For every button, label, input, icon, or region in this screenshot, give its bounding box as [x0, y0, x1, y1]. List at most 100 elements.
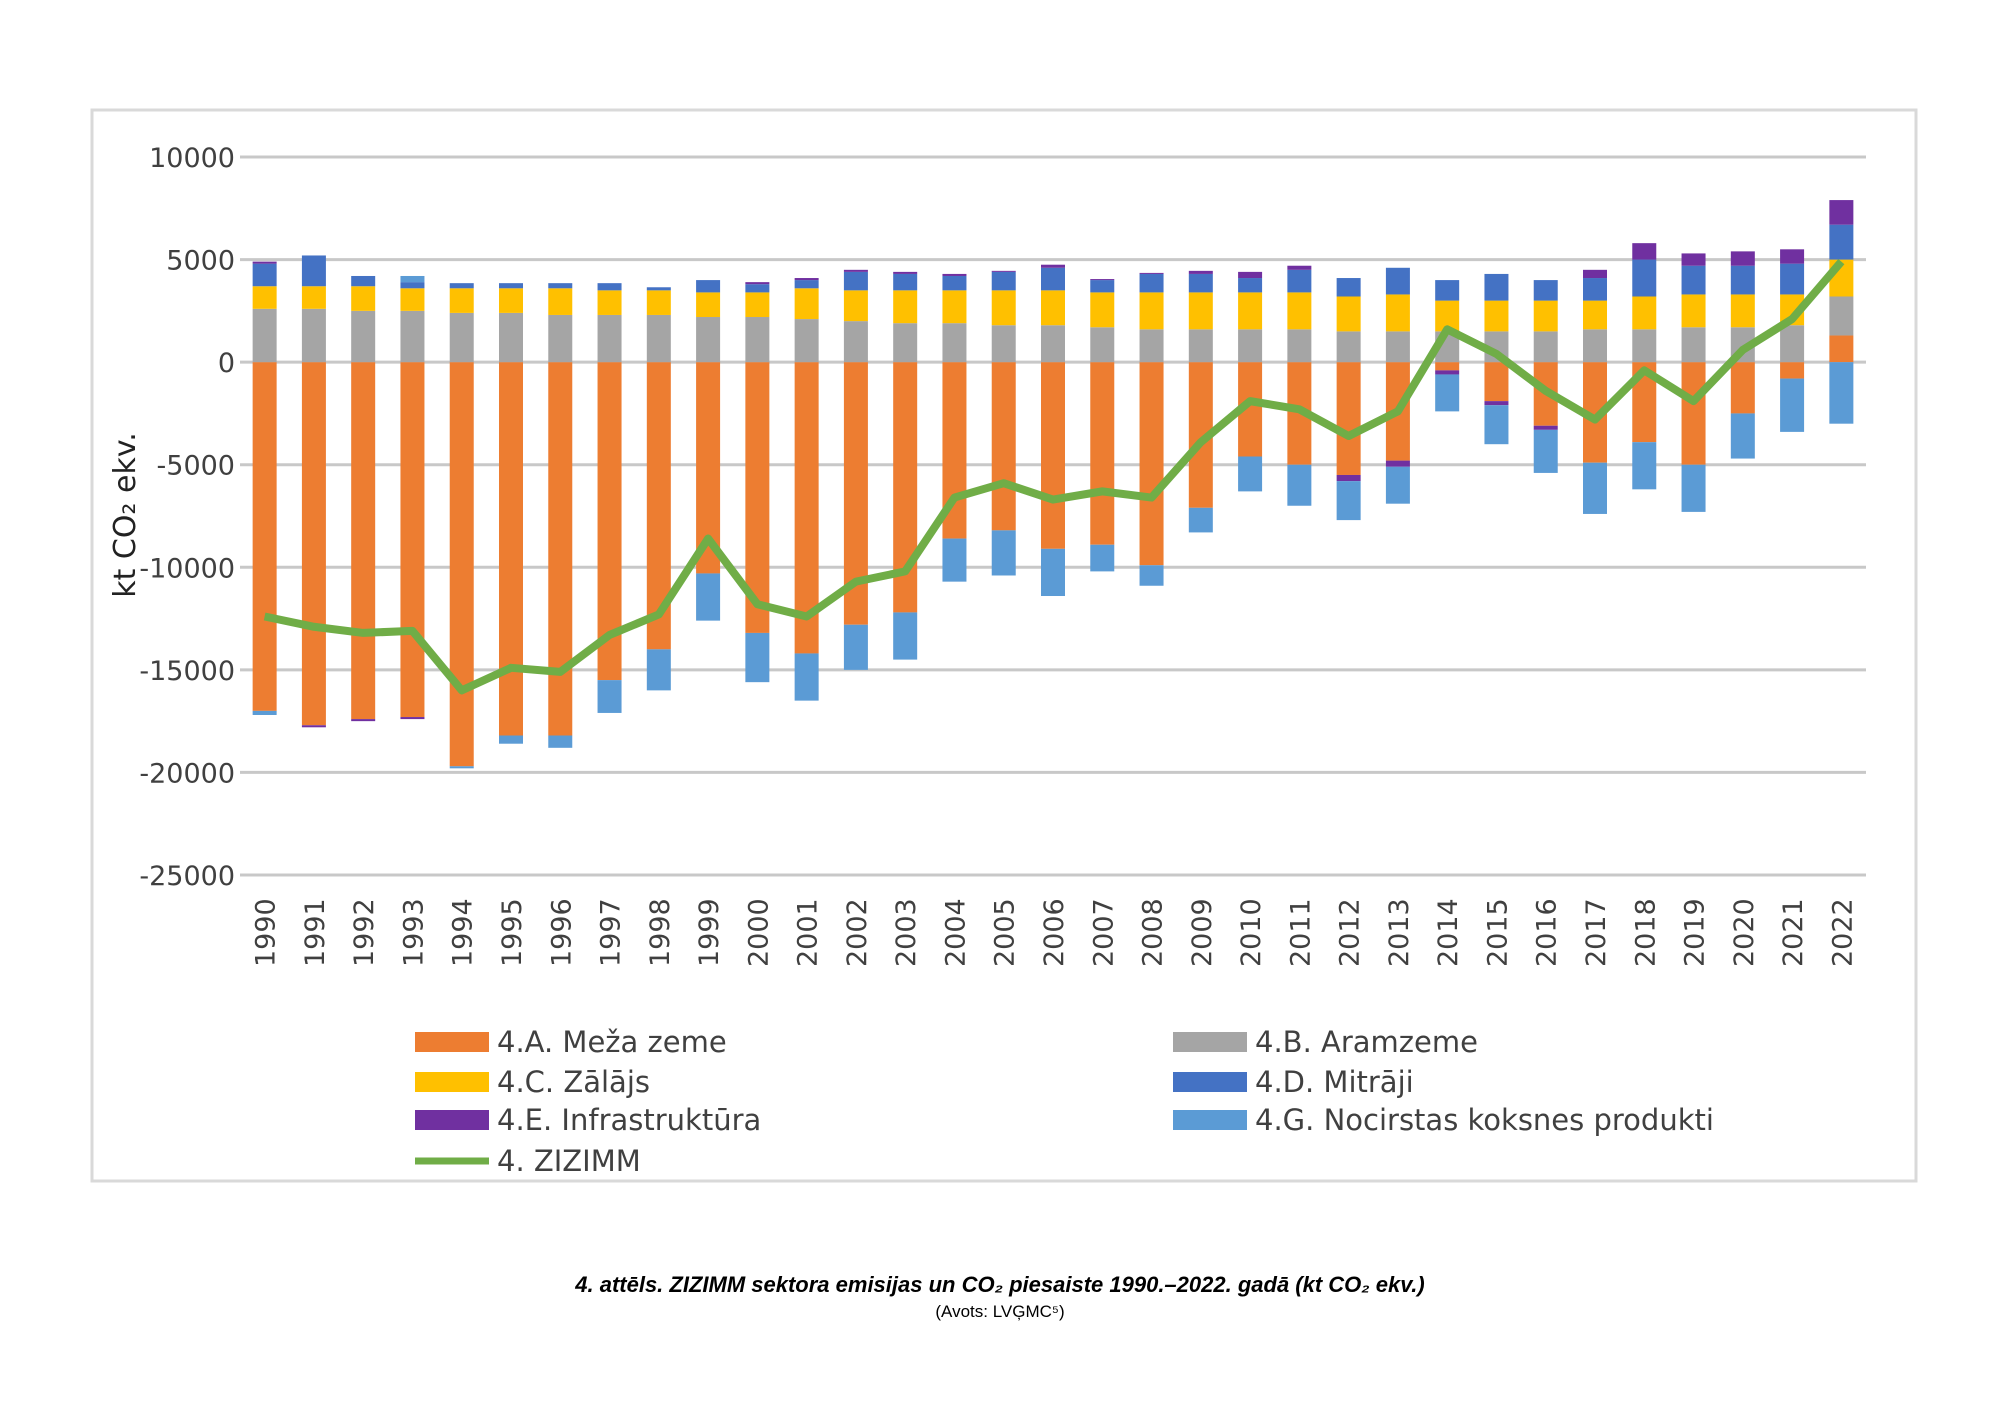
bar-segment: [1090, 279, 1115, 281]
bar-segment: [893, 612, 918, 660]
bar-segment: [597, 283, 622, 291]
bar-segment: [1336, 474, 1361, 482]
x-tick-label: 1991: [300, 898, 331, 967]
bar-segment: [1484, 401, 1509, 406]
bar-segment: [1336, 481, 1361, 521]
bar-segment: [1188, 273, 1213, 293]
bar-segment: [1385, 331, 1410, 363]
bar-segment: [1090, 362, 1115, 545]
legend-swatch: [415, 1072, 489, 1092]
bar-segment: [745, 292, 770, 318]
bar-segment: [1730, 265, 1755, 295]
bar-segment: [1238, 329, 1263, 363]
bar-segment: [1287, 329, 1312, 363]
bar-segment: [696, 280, 721, 293]
bar-segment: [1385, 460, 1410, 467]
legend-swatch: [1173, 1072, 1247, 1092]
figure-caption: 4. attēls. ZIZIMM sektora emisijas un CO…: [575, 1272, 1425, 1297]
bar-segment: [1780, 263, 1805, 295]
bar-segment: [745, 317, 770, 363]
bar-segment: [1188, 507, 1213, 533]
bar-segment: [499, 312, 523, 363]
legend-swatch: [415, 1110, 489, 1130]
bar-segment: [1632, 442, 1657, 490]
bar-segment: [1139, 292, 1164, 330]
bar-segment: [1730, 413, 1755, 459]
bar-segment: [400, 362, 425, 718]
bar-segment: [646, 314, 671, 363]
bar-segment: [1435, 280, 1460, 301]
y-tick-label: 10000: [149, 143, 235, 174]
x-tick-label: 2013: [1384, 898, 1415, 967]
bar-segment: [1287, 265, 1312, 270]
bar-segment: [351, 275, 376, 287]
bar-segment: [449, 766, 474, 769]
bar-segment: [1336, 331, 1361, 363]
bar-segment: [1681, 464, 1706, 512]
x-tick-label: 1998: [645, 898, 676, 967]
bar-segment: [794, 653, 819, 701]
x-tick-label: 1996: [546, 898, 577, 967]
x-tick-label: 2002: [842, 898, 873, 967]
x-tick-label: 2008: [1138, 898, 1169, 967]
bar-segment: [1090, 280, 1115, 293]
bar-segment: [991, 270, 1016, 272]
bar-segment: [1533, 429, 1558, 473]
x-tick-label: 2001: [793, 898, 824, 967]
bar-segment: [1287, 269, 1312, 293]
bar-segment: [499, 735, 523, 744]
legend-swatch: [415, 1032, 489, 1052]
bar-segment: [1583, 462, 1607, 514]
bar-segment: [1238, 278, 1263, 293]
bar-segment: [548, 288, 573, 315]
bar-segment: [1385, 466, 1410, 504]
bar-segment: [1041, 362, 1065, 549]
bar-segment: [1041, 267, 1065, 291]
bar-segment: [1632, 243, 1657, 260]
x-tick-label: 1990: [251, 898, 282, 967]
bar-segment: [1681, 327, 1706, 363]
bar-segment: [1829, 362, 1854, 424]
bar-segment: [794, 280, 819, 289]
legend-label: 4.C. Zālājs: [497, 1065, 650, 1099]
bar-segment: [1829, 200, 1854, 225]
bar-segment: [400, 282, 425, 289]
bar-segment: [893, 290, 918, 324]
bar-segment: [449, 362, 474, 767]
bar-segment: [1385, 267, 1410, 295]
bar-segment: [1238, 456, 1263, 492]
legend-label: 4.G. Nocirstas koksnes produkti: [1255, 1103, 1714, 1137]
bar-segment: [1730, 251, 1755, 266]
bar-segment: [400, 288, 425, 311]
bar-segment: [1336, 296, 1361, 332]
bar-segment: [794, 362, 819, 654]
x-tick-label: 2017: [1581, 898, 1612, 967]
bar-segment: [991, 325, 1016, 363]
bar-segment: [1583, 300, 1607, 330]
x-tick-label: 1993: [398, 898, 429, 967]
y-tick-label: -15000: [139, 656, 235, 687]
bar-segment: [1533, 280, 1558, 301]
y-axis-label: kt CO₂ ekv.: [108, 432, 143, 598]
bar-segment: [1484, 362, 1509, 402]
bar-segment: [1632, 329, 1657, 363]
bar-segment: [499, 283, 523, 289]
bar-segment: [252, 286, 277, 309]
bar-segment: [301, 725, 326, 728]
bar-segment: [1829, 335, 1854, 363]
legend-label: 4.A. Meža zeme: [497, 1025, 727, 1059]
x-tick-label: 2016: [1532, 898, 1563, 967]
legend-swatch: [1173, 1110, 1247, 1130]
legend-label: 4.B. Aramzeme: [1255, 1025, 1478, 1059]
bar-segment: [1188, 270, 1213, 274]
bar-segment: [400, 717, 425, 720]
bar-segment: [400, 275, 425, 283]
x-tick-label: 2000: [743, 898, 774, 967]
y-tick-label: -10000: [139, 553, 235, 584]
bar-segment: [1484, 300, 1509, 332]
bar-segment: [942, 323, 967, 363]
bar-segment: [1533, 331, 1558, 363]
bar-segment: [646, 290, 671, 315]
bar-segment: [1435, 374, 1460, 412]
bar-segment: [351, 310, 376, 363]
